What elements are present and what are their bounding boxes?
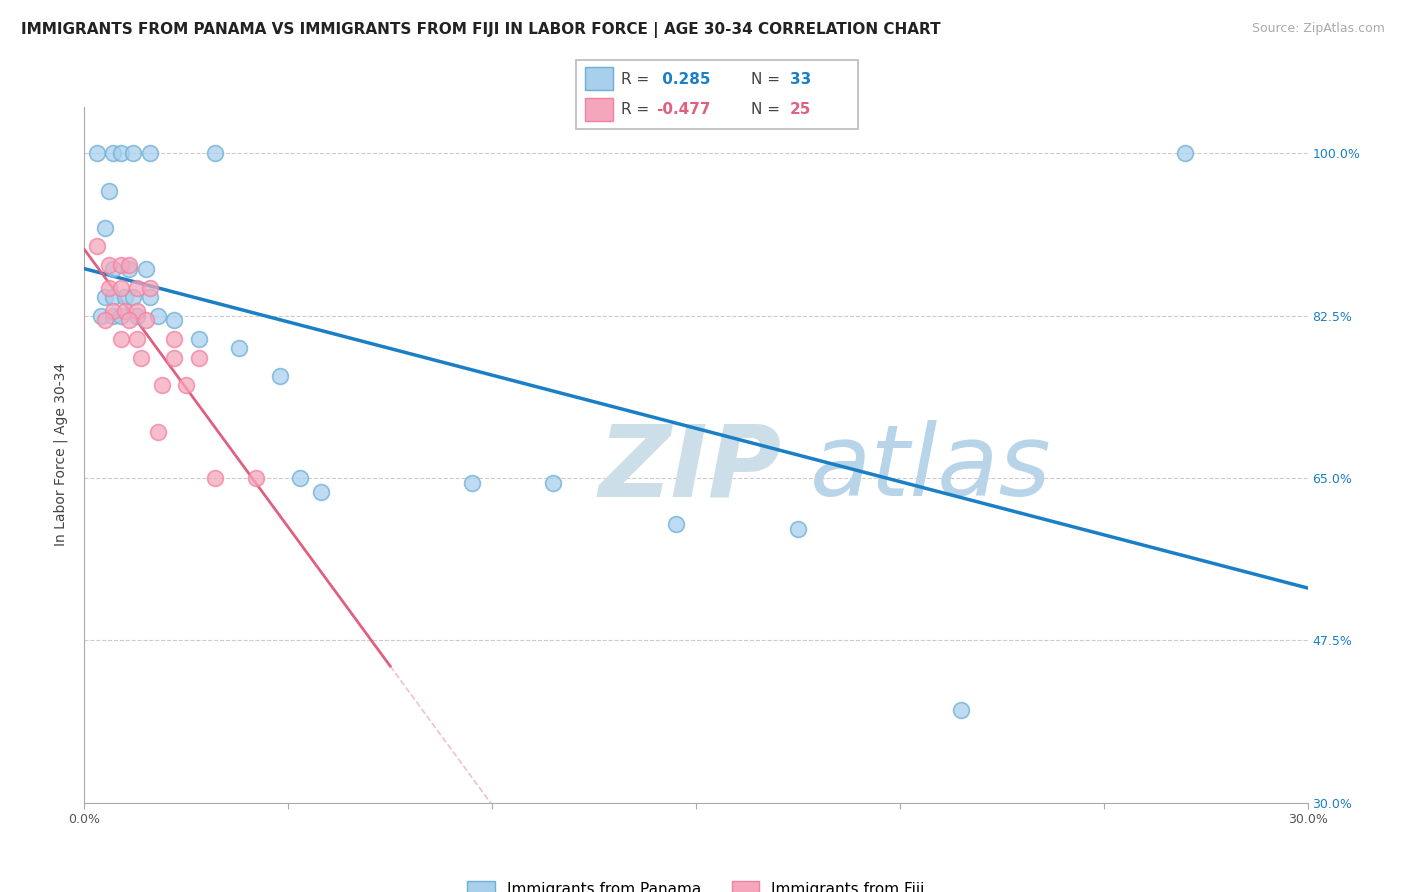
Point bbox=[127, 309, 149, 323]
Point bbox=[127, 304, 149, 318]
Point bbox=[163, 313, 186, 327]
Point bbox=[114, 290, 136, 304]
Point bbox=[204, 146, 226, 161]
Point bbox=[146, 309, 169, 323]
Text: ZIP: ZIP bbox=[598, 420, 782, 517]
Text: N =: N = bbox=[751, 71, 785, 87]
Point bbox=[163, 332, 186, 346]
FancyBboxPatch shape bbox=[576, 60, 858, 129]
Text: -0.477: -0.477 bbox=[657, 103, 711, 118]
Point bbox=[665, 517, 688, 532]
Point bbox=[97, 184, 120, 198]
Point bbox=[118, 258, 141, 272]
Text: N =: N = bbox=[751, 103, 785, 118]
Text: Source: ZipAtlas.com: Source: ZipAtlas.com bbox=[1251, 22, 1385, 36]
Point bbox=[461, 475, 484, 490]
Point bbox=[97, 258, 120, 272]
Point bbox=[138, 281, 160, 295]
Text: 25: 25 bbox=[790, 103, 811, 118]
Point bbox=[97, 281, 120, 295]
Point bbox=[90, 309, 112, 323]
Legend: Immigrants from Panama, Immigrants from Fiji: Immigrants from Panama, Immigrants from … bbox=[460, 873, 932, 892]
Point bbox=[187, 332, 209, 346]
Point bbox=[176, 378, 198, 392]
Point bbox=[101, 262, 124, 277]
Point bbox=[1174, 146, 1197, 161]
Point bbox=[245, 471, 267, 485]
Point bbox=[135, 262, 157, 277]
Point bbox=[138, 146, 160, 161]
Point bbox=[114, 304, 136, 318]
Point bbox=[228, 341, 250, 355]
Point bbox=[127, 281, 149, 295]
Point bbox=[269, 369, 291, 384]
Y-axis label: In Labor Force | Age 30-34: In Labor Force | Age 30-34 bbox=[53, 363, 69, 547]
Point bbox=[93, 220, 117, 235]
Point bbox=[86, 239, 108, 253]
Point bbox=[101, 304, 124, 318]
Point bbox=[138, 290, 160, 304]
Point bbox=[110, 258, 132, 272]
Point bbox=[93, 290, 117, 304]
Point bbox=[118, 313, 141, 327]
Point bbox=[110, 146, 132, 161]
Bar bbox=[585, 68, 613, 90]
Point bbox=[110, 281, 132, 295]
Point bbox=[110, 309, 132, 323]
Point bbox=[146, 425, 169, 439]
Text: 0.285: 0.285 bbox=[657, 71, 710, 87]
Point bbox=[309, 485, 332, 500]
Point bbox=[131, 351, 153, 365]
Point bbox=[93, 313, 117, 327]
Point bbox=[204, 471, 226, 485]
Point bbox=[150, 378, 173, 392]
Point bbox=[187, 351, 209, 365]
Point bbox=[127, 332, 149, 346]
Bar bbox=[585, 98, 613, 121]
Point bbox=[950, 703, 973, 717]
Point bbox=[543, 475, 565, 490]
Point bbox=[122, 146, 145, 161]
Point bbox=[122, 290, 145, 304]
Point bbox=[118, 262, 141, 277]
Text: R =: R = bbox=[621, 103, 655, 118]
Text: R =: R = bbox=[621, 71, 655, 87]
Text: IMMIGRANTS FROM PANAMA VS IMMIGRANTS FROM FIJI IN LABOR FORCE | AGE 30-34 CORREL: IMMIGRANTS FROM PANAMA VS IMMIGRANTS FRO… bbox=[21, 22, 941, 38]
Point bbox=[787, 522, 810, 536]
Point bbox=[101, 309, 124, 323]
Text: atlas: atlas bbox=[810, 420, 1052, 517]
Point bbox=[135, 313, 157, 327]
Point bbox=[163, 351, 186, 365]
Point bbox=[86, 146, 108, 161]
Text: 33: 33 bbox=[790, 71, 811, 87]
Point bbox=[290, 471, 312, 485]
Point bbox=[101, 290, 124, 304]
Point bbox=[101, 146, 124, 161]
Point bbox=[110, 332, 132, 346]
